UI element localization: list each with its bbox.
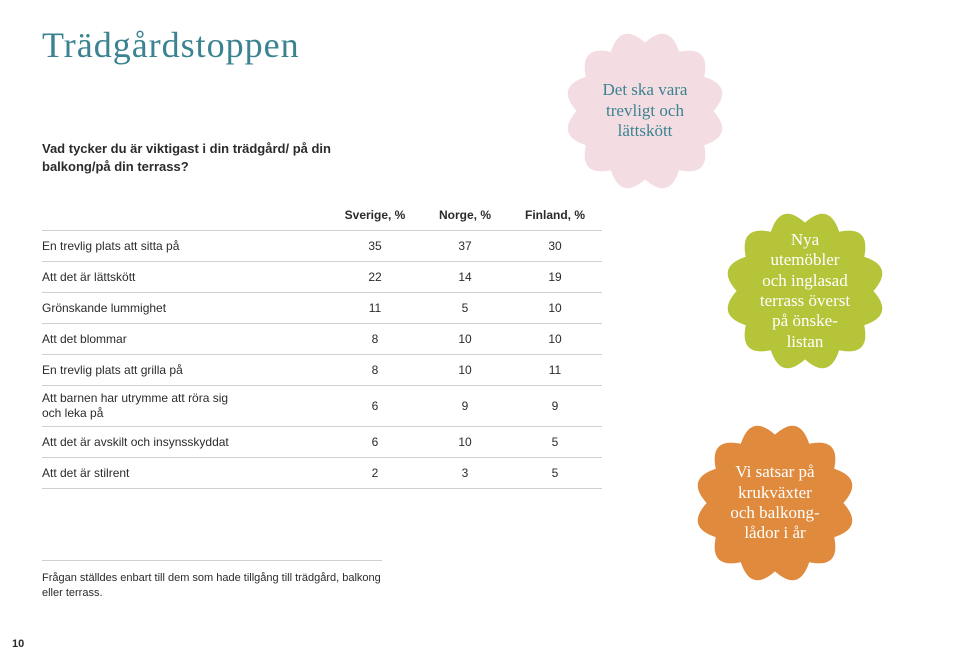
row-value: 10 (420, 332, 510, 346)
results-table: Sverige, % Norge, % Finland, % En trevli… (42, 200, 602, 489)
badge-orange: Vi satsar på krukväxter och balkong- låd… (680, 408, 870, 598)
badge-pink: Det ska vara trevligt och lättskött (550, 16, 740, 206)
row-value: 19 (510, 270, 600, 284)
row-value: 9 (420, 399, 510, 413)
table-row: Att det är avskilt och insynsskyddat6105 (42, 427, 602, 458)
row-value: 10 (510, 301, 600, 315)
badge-pink-label: Det ska vara trevligt och lättskött (591, 80, 700, 141)
table-row: Grönskande lummighet11510 (42, 293, 602, 324)
row-value: 10 (420, 435, 510, 449)
row-label: Grönskande lummighet (42, 301, 330, 315)
row-value: 30 (510, 239, 600, 253)
badge-green: Nya utemöbler och inglasad terrass övers… (710, 196, 900, 386)
survey-question: Vad tycker du är viktigast i din trädgår… (42, 140, 342, 175)
row-label: En trevlig plats att sitta på (42, 239, 330, 253)
table-row: Att det är stilrent235 (42, 458, 602, 489)
row-label: En trevlig plats att grilla på (42, 363, 330, 377)
row-value: 11 (330, 301, 420, 315)
row-value: 9 (510, 399, 600, 413)
row-value: 35 (330, 239, 420, 253)
badge-orange-label: Vi satsar på krukväxter och balkong- låd… (718, 462, 831, 544)
page-number: 10 (12, 638, 24, 650)
page-title: Trädgårdstoppen (42, 24, 300, 66)
col-finland: Finland, % (510, 208, 600, 222)
col-sverige: Sverige, % (330, 208, 420, 222)
row-value: 5 (420, 301, 510, 315)
table-row: Att det är lättskött221419 (42, 262, 602, 293)
row-value: 5 (510, 435, 600, 449)
row-value: 10 (420, 363, 510, 377)
row-value: 22 (330, 270, 420, 284)
row-label: Att det är lättskött (42, 270, 330, 284)
col-norge: Norge, % (420, 208, 510, 222)
row-value: 5 (510, 466, 600, 480)
row-value: 10 (510, 332, 600, 346)
row-label: Att det blommar (42, 332, 330, 346)
row-value: 3 (420, 466, 510, 480)
table-row: Att det blommar81010 (42, 324, 602, 355)
row-label: Att barnen har utrymme att röra sig och … (42, 391, 330, 421)
table-row: Att barnen har utrymme att röra sig och … (42, 386, 602, 427)
row-value: 8 (330, 332, 420, 346)
table-row: En trevlig plats att sitta på353730 (42, 231, 602, 262)
row-value: 2 (330, 466, 420, 480)
table-row: En trevlig plats att grilla på81011 (42, 355, 602, 386)
row-value: 6 (330, 435, 420, 449)
row-label: Att det är stilrent (42, 466, 330, 480)
footnote: Frågan ställdes enbart till dem som hade… (42, 560, 382, 601)
row-value: 37 (420, 239, 510, 253)
row-value: 14 (420, 270, 510, 284)
row-value: 8 (330, 363, 420, 377)
badge-green-label: Nya utemöbler och inglasad terrass övers… (748, 230, 862, 352)
row-label: Att det är avskilt och insynsskyddat (42, 435, 330, 449)
row-value: 11 (510, 363, 600, 377)
row-value: 6 (330, 399, 420, 413)
table-header: Sverige, % Norge, % Finland, % (42, 200, 602, 231)
